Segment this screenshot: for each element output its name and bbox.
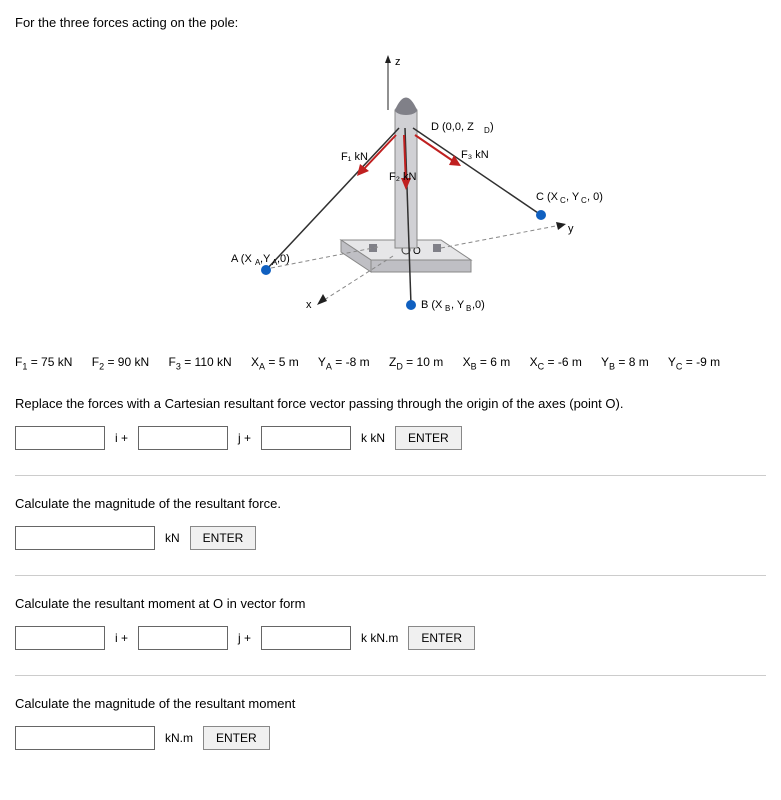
- q4-input[interactable]: [15, 726, 155, 750]
- q3-i-unit: i +: [111, 631, 132, 645]
- x-axis-label: x: [306, 299, 312, 311]
- q3-k-input[interactable]: [261, 626, 351, 650]
- q4-enter-button[interactable]: ENTER: [203, 726, 270, 750]
- q1-j-unit: j +: [234, 431, 255, 445]
- svg-text:, Y: , Y: [451, 299, 465, 311]
- f2-label: F₂ kN: [389, 171, 417, 183]
- svg-text:,0): ,0): [472, 299, 485, 311]
- q1-k-unit: k kN: [357, 431, 389, 445]
- page-header: For the three forces acting on the pole:: [15, 15, 766, 30]
- d-label: D (0,0, Z: [431, 121, 474, 133]
- q3-prompt: Calculate the resultant moment at O in v…: [15, 596, 766, 611]
- q3-section: Calculate the resultant moment at O in v…: [15, 575, 766, 675]
- q3-k-unit: k kN.m: [357, 631, 402, 645]
- svg-text:,0): ,0): [277, 253, 290, 265]
- q4-unit: kN.m: [161, 731, 197, 745]
- a-label: A (X: [231, 253, 252, 265]
- q1-k-input[interactable]: [261, 426, 351, 450]
- q1-prompt: Replace the forces with a Cartesian resu…: [15, 396, 766, 411]
- svg-text:, Y: , Y: [566, 191, 580, 203]
- d-close: ): [490, 121, 494, 133]
- svg-text:, 0): , 0): [587, 191, 603, 203]
- q3-i-input[interactable]: [15, 626, 105, 650]
- svg-text:B: B: [466, 304, 471, 313]
- z-axis-label: z: [395, 56, 401, 68]
- c-label: C (X: [536, 191, 559, 203]
- svg-text:B: B: [445, 304, 450, 313]
- q2-enter-button[interactable]: ENTER: [190, 526, 257, 550]
- q1-j-input[interactable]: [138, 426, 228, 450]
- y-axis-label: y: [568, 223, 574, 235]
- q1-i-unit: i +: [111, 431, 132, 445]
- q1-i-input[interactable]: [15, 426, 105, 450]
- svg-text:,Y: ,Y: [260, 253, 271, 265]
- q3-enter-button[interactable]: ENTER: [408, 626, 475, 650]
- q2-prompt: Calculate the magnitude of the resultant…: [15, 496, 766, 511]
- pole-diagram: z O y x D (0,0, Z D ) A (X A: [141, 50, 641, 330]
- q1-enter-button[interactable]: ENTER: [395, 426, 462, 450]
- q2-unit: kN: [161, 531, 184, 545]
- b-label: B (X: [421, 299, 443, 311]
- q2-input[interactable]: [15, 526, 155, 550]
- q3-j-unit: j +: [234, 631, 255, 645]
- q2-section: Calculate the magnitude of the resultant…: [15, 475, 766, 575]
- f3-label: F₃ kN: [461, 149, 489, 161]
- q4-prompt: Calculate the magnitude of the resultant…: [15, 696, 766, 711]
- f1-label: F₁ kN: [341, 151, 368, 163]
- q3-j-input[interactable]: [138, 626, 228, 650]
- given-values: F1 = 75 kN F2 = 90 kN F3 = 110 kN XA = 5…: [15, 355, 766, 371]
- q4-section: Calculate the magnitude of the resultant…: [15, 675, 766, 775]
- q1-section: Replace the forces with a Cartesian resu…: [15, 396, 766, 475]
